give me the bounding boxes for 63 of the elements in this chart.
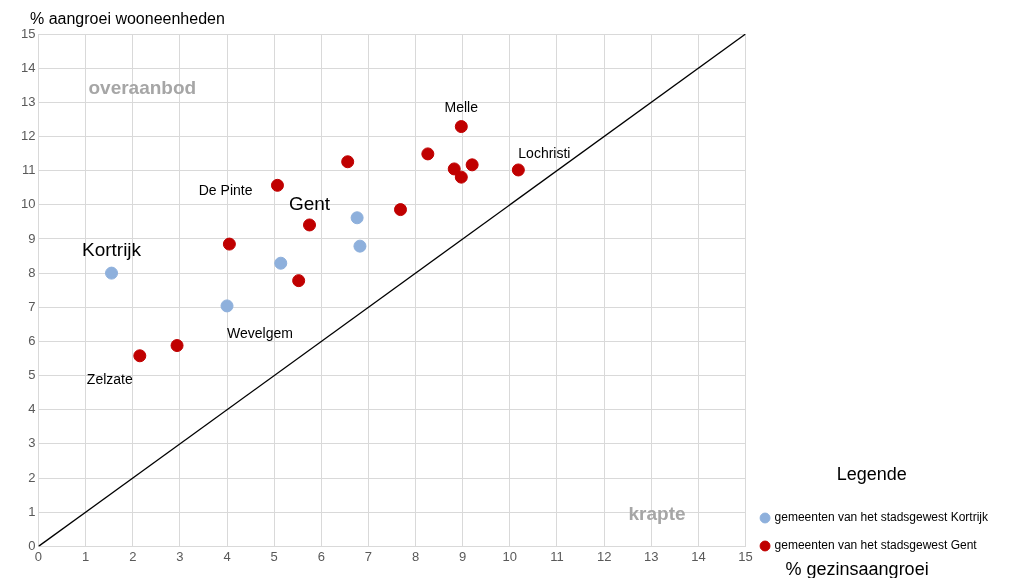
point	[454, 120, 468, 134]
annotation: Melle	[444, 99, 479, 116]
annotation: Gent	[288, 193, 331, 215]
point	[350, 211, 364, 225]
point	[511, 163, 525, 177]
annotation: overaanbod	[88, 77, 197, 99]
point	[220, 299, 234, 313]
x-tick-label: 10	[502, 548, 518, 564]
y-tick-label: 2	[28, 469, 36, 485]
y-tick-label: 12	[20, 128, 36, 144]
x-tick-label: 12	[596, 548, 612, 564]
x-tick-label: 2	[129, 548, 137, 564]
annotation: Wevelgem	[227, 324, 293, 341]
x-tick-label: 11	[550, 548, 564, 564]
annotation: De Pinte	[198, 182, 253, 199]
x-tick-label: 4	[223, 548, 231, 564]
x-tick-label: 14	[691, 548, 706, 564]
legend-label: gemeenten van het stadsgewest Gent	[774, 538, 978, 553]
point	[447, 162, 461, 176]
point	[454, 170, 468, 184]
x-tick-label: 6	[317, 548, 325, 564]
point	[353, 239, 367, 253]
y-tick-label: 15	[20, 25, 36, 41]
x-tick-label: 13	[644, 548, 659, 564]
annotation: Kortrijk	[81, 239, 142, 261]
y-axis-title: % aangroei wooneenheden	[30, 10, 225, 28]
y-tick-label: 1	[28, 503, 36, 519]
point	[465, 158, 479, 172]
point	[170, 339, 184, 353]
point	[303, 218, 317, 232]
y-tick-label: 9	[28, 230, 36, 246]
point	[222, 237, 236, 251]
point	[341, 155, 355, 169]
point	[292, 274, 306, 288]
point	[274, 256, 288, 270]
annotation: Zelzate	[86, 370, 133, 387]
y-tick-label: 7	[28, 298, 36, 314]
y-tick-label: 11	[21, 162, 36, 178]
y-tick-label: 4	[28, 401, 36, 417]
x-tick-label: 9	[459, 548, 467, 564]
point	[105, 266, 119, 280]
point	[421, 147, 435, 161]
annotation: krapte	[628, 502, 686, 524]
x-tick-label: 3	[176, 548, 184, 564]
x-tick-label: 7	[364, 548, 373, 564]
point	[270, 178, 284, 192]
point	[393, 203, 407, 217]
x-tick-label: 15	[738, 548, 753, 564]
x-tick-label: 8	[411, 548, 420, 564]
y-tick-label: 14	[20, 59, 36, 75]
x-tick-label: 5	[270, 548, 278, 564]
y-tick-label: 13	[20, 93, 36, 109]
y-tick-label: 5	[28, 367, 36, 383]
y-tick-label: 6	[28, 333, 36, 349]
y-tick-label: 0	[28, 537, 36, 553]
point	[133, 349, 147, 363]
y-tick-label: 10	[20, 196, 36, 212]
x-tick-label: 1	[81, 548, 90, 564]
legend-label: gemeenten van het stadsgewest Kortrijk	[774, 510, 989, 525]
legend-title: Legende	[836, 464, 907, 485]
y-tick-label: 8	[28, 264, 36, 280]
annotation: Lochristi	[518, 144, 571, 161]
y-tick-label: 3	[28, 435, 36, 451]
